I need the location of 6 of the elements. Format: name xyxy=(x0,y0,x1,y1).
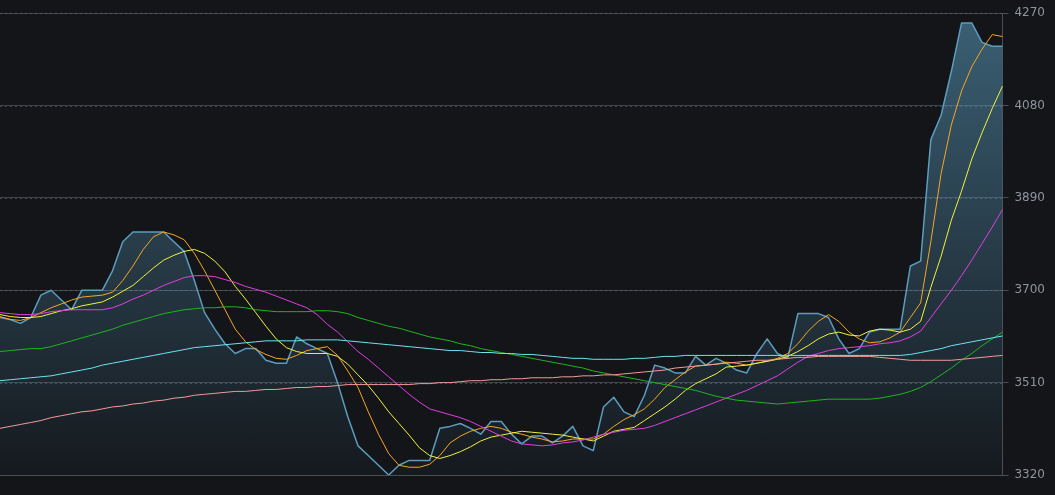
y-tick-label: 4270 xyxy=(1014,5,1046,20)
y-tick-label: 3320 xyxy=(1014,467,1046,482)
y-tick-label: 3890 xyxy=(1014,190,1046,205)
y-tick-label: 4080 xyxy=(1014,97,1046,112)
y-tick-label: 3700 xyxy=(1014,282,1046,297)
y-tick-label: 3510 xyxy=(1014,374,1046,389)
